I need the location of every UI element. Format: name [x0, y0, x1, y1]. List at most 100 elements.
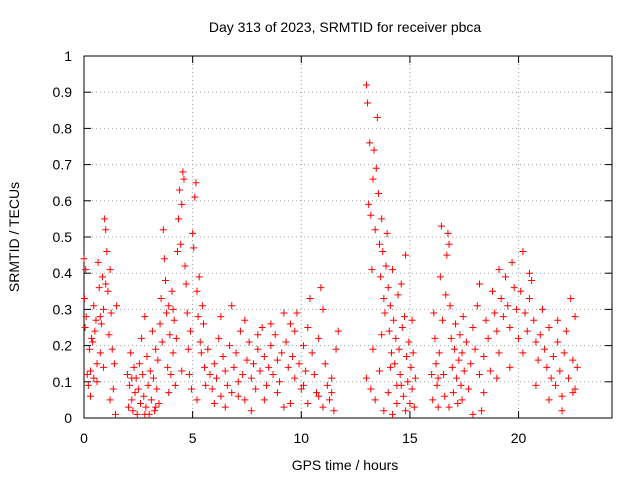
data-point	[434, 374, 442, 382]
data-point	[252, 385, 260, 393]
data-point	[295, 360, 303, 368]
x-tick-label: 0	[80, 430, 88, 446]
data-point	[462, 338, 470, 346]
data-point	[148, 327, 156, 335]
x-tick-label: 15	[402, 430, 418, 446]
data-point	[256, 367, 264, 375]
data-point	[428, 371, 436, 379]
data-point	[200, 320, 208, 328]
data-point	[267, 320, 275, 328]
grid-lines	[84, 56, 612, 418]
data-point	[445, 403, 453, 411]
x-axis-label: GPS time / hours	[292, 457, 399, 473]
data-point	[247, 407, 255, 415]
data-point	[125, 403, 133, 411]
data-point	[315, 334, 323, 342]
data-point	[571, 313, 579, 321]
data-point	[447, 334, 455, 342]
data-point	[430, 309, 438, 317]
data-point	[241, 316, 249, 324]
data-point	[140, 392, 148, 400]
data-point	[234, 392, 242, 400]
data-point	[165, 302, 173, 310]
data-point	[138, 334, 146, 342]
data-point	[569, 389, 577, 397]
data-point	[186, 327, 194, 335]
data-point	[190, 244, 198, 252]
data-point	[291, 374, 299, 382]
data-point	[202, 381, 210, 389]
data-point	[198, 302, 206, 310]
data-point	[369, 345, 377, 353]
data-point	[450, 345, 458, 353]
data-point	[291, 327, 299, 335]
data-point	[239, 371, 247, 379]
data-point	[193, 287, 201, 295]
data-point	[545, 396, 553, 404]
data-point	[404, 378, 412, 386]
x-tick-label: 5	[189, 430, 197, 446]
data-point	[83, 371, 91, 379]
data-point	[177, 240, 185, 248]
data-point	[217, 313, 225, 321]
data-point	[194, 313, 202, 321]
data-point	[147, 396, 155, 404]
data-point	[378, 331, 386, 339]
data-point	[319, 403, 327, 411]
data-point	[562, 327, 570, 335]
data-point	[215, 334, 223, 342]
data-point	[110, 360, 118, 368]
data-point	[81, 324, 89, 331]
data-point	[442, 291, 450, 299]
data-point	[528, 276, 536, 284]
data-point	[532, 381, 540, 389]
data-point	[445, 240, 453, 248]
data-point	[210, 400, 218, 408]
data-point	[180, 175, 188, 183]
data-point	[482, 316, 490, 324]
data-point	[397, 381, 405, 389]
data-point	[491, 309, 499, 317]
data-point	[128, 374, 136, 382]
data-point	[164, 363, 172, 371]
data-point	[382, 262, 390, 270]
data-point	[106, 266, 114, 274]
data-point	[399, 392, 407, 400]
data-point	[458, 349, 466, 357]
data-point	[431, 334, 439, 342]
data-point	[371, 396, 379, 404]
data-point	[321, 360, 329, 368]
data-point	[504, 302, 512, 310]
data-point	[100, 363, 108, 371]
data-point	[379, 247, 387, 255]
data-point	[96, 313, 104, 321]
data-point	[530, 316, 538, 324]
data-point	[221, 367, 229, 375]
data-point	[453, 374, 461, 382]
data-point	[178, 200, 186, 208]
data-point	[512, 305, 520, 313]
data-point	[315, 392, 323, 400]
data-point	[276, 378, 284, 386]
data-point	[389, 410, 397, 418]
data-point	[299, 381, 307, 389]
data-point	[92, 316, 100, 324]
data-point	[525, 295, 533, 303]
data-point	[517, 287, 525, 295]
data-point	[525, 269, 533, 277]
data-point	[406, 400, 414, 408]
data-point	[93, 360, 101, 368]
data-point	[143, 352, 151, 360]
y-tick-label: 0.3	[53, 301, 73, 317]
data-point	[273, 356, 281, 364]
data-point	[458, 396, 466, 404]
data-point	[334, 327, 342, 335]
data-point	[168, 287, 176, 295]
data-point	[98, 273, 106, 281]
chart-title: Day 313 of 2023, SRMTID for receiver pbc…	[209, 19, 482, 35]
data-point	[502, 273, 510, 281]
data-point	[129, 407, 137, 415]
data-point	[191, 193, 199, 201]
data-point	[515, 334, 523, 342]
data-point	[141, 313, 149, 321]
